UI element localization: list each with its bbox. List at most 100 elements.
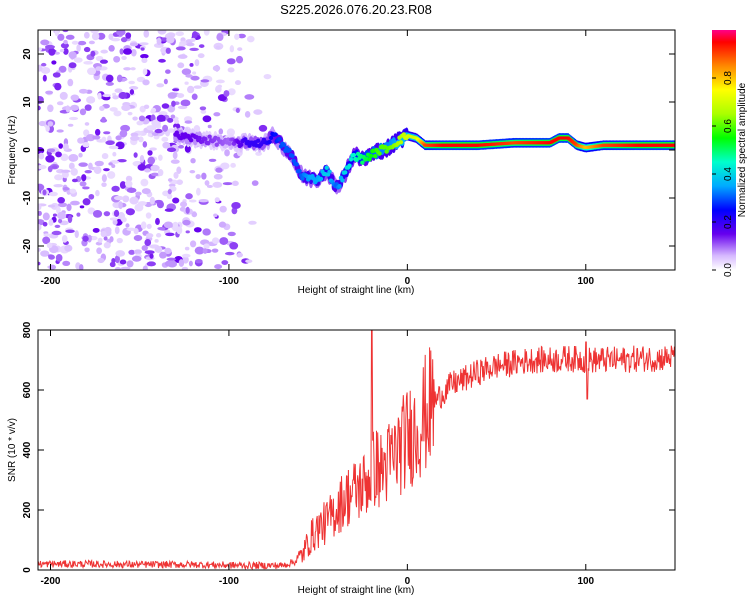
spectrogram-cell	[159, 251, 167, 259]
spectrogram-cell	[161, 136, 169, 142]
colorbar-gradient	[712, 30, 736, 270]
spectrogram-cell	[287, 147, 292, 153]
spectrogram-cell	[367, 157, 372, 162]
spectrogram-cell	[57, 33, 65, 41]
spectrogram-cell	[179, 201, 188, 208]
spectrogram-cell	[119, 259, 127, 265]
spectrogram-cell	[62, 260, 71, 267]
spectrogram-cell	[156, 83, 165, 88]
spectrogram-cell	[123, 48, 132, 55]
spectrogram-cell	[63, 39, 68, 45]
spectrogram-cell	[166, 147, 177, 153]
spectrogram-cell	[157, 169, 164, 177]
spectrogram-cell	[185, 230, 190, 234]
spectrogram-cell	[114, 88, 123, 93]
spectrogram-cell	[67, 78, 74, 87]
spectrogram-cell	[120, 216, 127, 223]
spectrogram-xtick-label: -200	[40, 276, 60, 287]
spectrogram-cell	[142, 79, 150, 86]
spectrogram-cell	[97, 237, 103, 243]
spectrogram-cell	[145, 212, 152, 219]
spectrogram-cell	[48, 47, 56, 56]
spectrogram-cell	[60, 153, 69, 162]
spectrogram-cell	[215, 167, 223, 173]
spectrogram-cell	[56, 211, 67, 220]
spectrogram-cell	[56, 129, 64, 133]
spectrogram-cell	[215, 45, 221, 50]
spectrogram-cell	[129, 196, 139, 205]
spectrogram-cell	[101, 174, 107, 183]
spectrogram-cell	[94, 128, 101, 136]
spectrogram-cell	[160, 37, 168, 42]
spectrogram-cell	[110, 37, 121, 42]
spectrogram-cell	[62, 143, 69, 151]
spectrogram-cell	[133, 249, 142, 255]
spectrogram-cell	[130, 135, 140, 141]
spectrogram-cell	[85, 133, 96, 142]
spectrogram-cell	[38, 261, 41, 266]
snr-plot-area	[38, 330, 675, 570]
snr-ytick-label: 400	[22, 441, 33, 458]
spectrogram-cell	[218, 128, 224, 135]
spectrogram-cell	[143, 30, 150, 38]
spectrogram-cell	[217, 84, 223, 89]
spectrogram-cell	[218, 221, 227, 228]
colorbar-tick-label: 0.6	[723, 119, 734, 133]
spectrogram-cell	[195, 174, 201, 180]
spectrogram-cell	[82, 142, 90, 148]
spectrogram-cell	[224, 251, 235, 256]
spectrogram-cell	[207, 134, 212, 139]
spectrogram-cell	[38, 164, 47, 170]
spectrogram-cell	[76, 212, 81, 217]
spectrogram-cell	[206, 184, 213, 189]
snr-xtick-label: -100	[219, 576, 239, 587]
spectrogram-cell	[164, 247, 172, 255]
spectrogram-cell	[113, 55, 121, 63]
spectrogram-cell	[204, 180, 210, 186]
spectrogram-cell	[337, 184, 342, 189]
spectrogram-cell	[206, 140, 211, 146]
spectrogram-cell	[83, 31, 90, 39]
spectrogram-cell	[212, 237, 220, 244]
spectrogram-cell	[54, 51, 60, 55]
spectrogram-cell	[157, 226, 166, 231]
spectrogram-cell	[38, 203, 42, 211]
spectrogram-cell	[173, 171, 179, 179]
colorbar-tick-label: 0.2	[723, 215, 734, 229]
spectrogram-cell	[102, 93, 112, 98]
spectrogram-cell	[186, 85, 195, 94]
spectrogram-cell	[231, 201, 241, 210]
spectrogram-cell	[38, 47, 42, 52]
spectrogram-cell	[235, 107, 240, 113]
spectrogram-cell	[185, 193, 193, 200]
spectrogram-cell	[87, 67, 97, 76]
spectrogram-ytick-label: 0	[22, 147, 33, 153]
spectrogram-cell	[151, 119, 162, 127]
spectrogram-cell	[60, 169, 71, 173]
spectrogram-cell	[87, 234, 92, 243]
spectrogram-cell	[214, 197, 220, 203]
spectrogram-cell	[116, 30, 126, 36]
spectrogram-cell	[368, 153, 374, 158]
spectrogram-cell	[59, 49, 65, 53]
spectrogram-cell	[150, 107, 157, 113]
spectrogram-cell	[172, 197, 180, 204]
spectrogram-cell	[119, 48, 124, 55]
spectrogram-cell	[108, 145, 119, 150]
spectrogram-cell	[79, 205, 85, 209]
spectrogram-cell	[140, 178, 149, 187]
spectrogram-cell	[46, 242, 53, 249]
spectrogram-cell	[61, 171, 69, 179]
spectrogram-cell	[223, 90, 230, 97]
spectrogram-cell	[54, 224, 61, 228]
spectrogram-cell	[171, 100, 176, 107]
spectrogram-cell	[219, 205, 227, 213]
spectrogram-cell	[48, 254, 55, 260]
spectrogram-cell	[175, 31, 185, 37]
spectrogram-cell	[167, 92, 177, 99]
spectrogram-cell	[237, 47, 243, 51]
spectrogram-cell	[165, 232, 175, 237]
spectrogram-cell	[150, 172, 160, 177]
spectrogram-cell	[184, 81, 189, 85]
spectrogram-cell	[51, 165, 58, 169]
